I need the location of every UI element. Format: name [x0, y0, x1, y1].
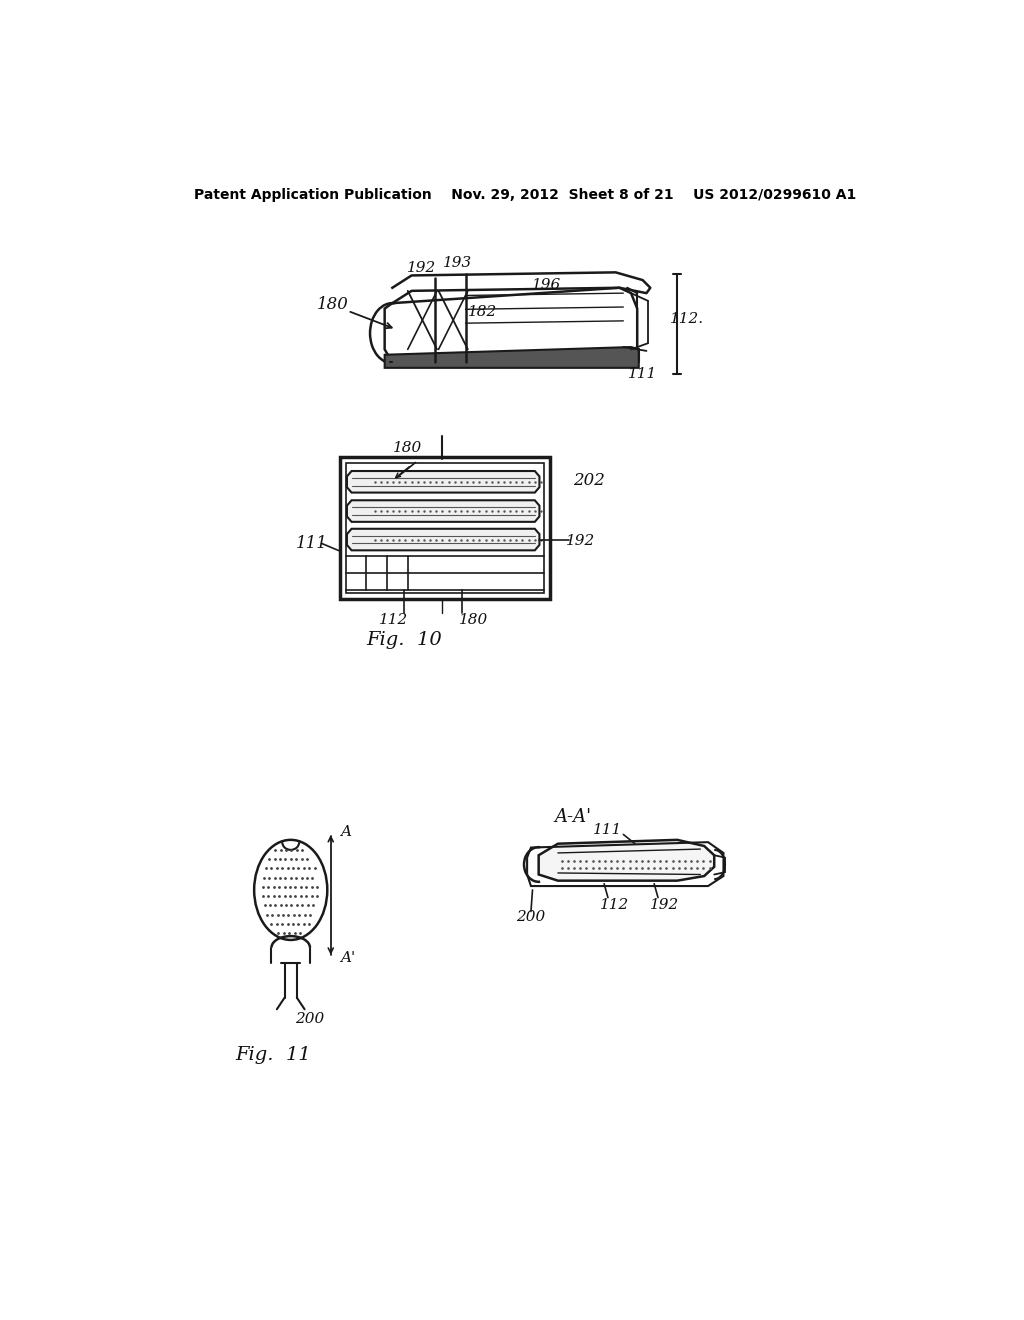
Text: 112: 112	[599, 899, 629, 912]
Text: Fig.  11: Fig. 11	[236, 1047, 311, 1064]
Text: Fig.  10: Fig. 10	[366, 631, 441, 648]
Text: 192: 192	[407, 261, 436, 275]
Text: 180: 180	[393, 441, 422, 455]
Text: 180: 180	[459, 614, 487, 627]
Text: 111: 111	[296, 535, 328, 552]
Text: A': A'	[340, 950, 355, 965]
Text: Patent Application Publication    Nov. 29, 2012  Sheet 8 of 21    US 2012/029961: Patent Application Publication Nov. 29, …	[194, 189, 856, 202]
Text: 193: 193	[443, 256, 472, 271]
Text: 200: 200	[295, 1012, 325, 1026]
Text: A: A	[340, 825, 351, 840]
Polygon shape	[539, 840, 714, 880]
Polygon shape	[347, 471, 540, 492]
Text: 196: 196	[531, 279, 561, 293]
Text: 112: 112	[379, 614, 409, 627]
Text: 182: 182	[468, 305, 497, 319]
Polygon shape	[347, 500, 540, 521]
Polygon shape	[347, 529, 540, 550]
Text: 112.: 112.	[670, 312, 705, 326]
Text: 192: 192	[566, 535, 596, 548]
Text: A-A': A-A'	[555, 808, 592, 826]
Text: 192: 192	[649, 899, 679, 912]
Text: 111: 111	[593, 822, 623, 837]
Text: 202: 202	[572, 471, 604, 488]
Polygon shape	[385, 347, 639, 368]
Text: 111: 111	[628, 367, 657, 381]
Text: 180: 180	[316, 296, 348, 313]
Text: 200: 200	[516, 909, 546, 924]
